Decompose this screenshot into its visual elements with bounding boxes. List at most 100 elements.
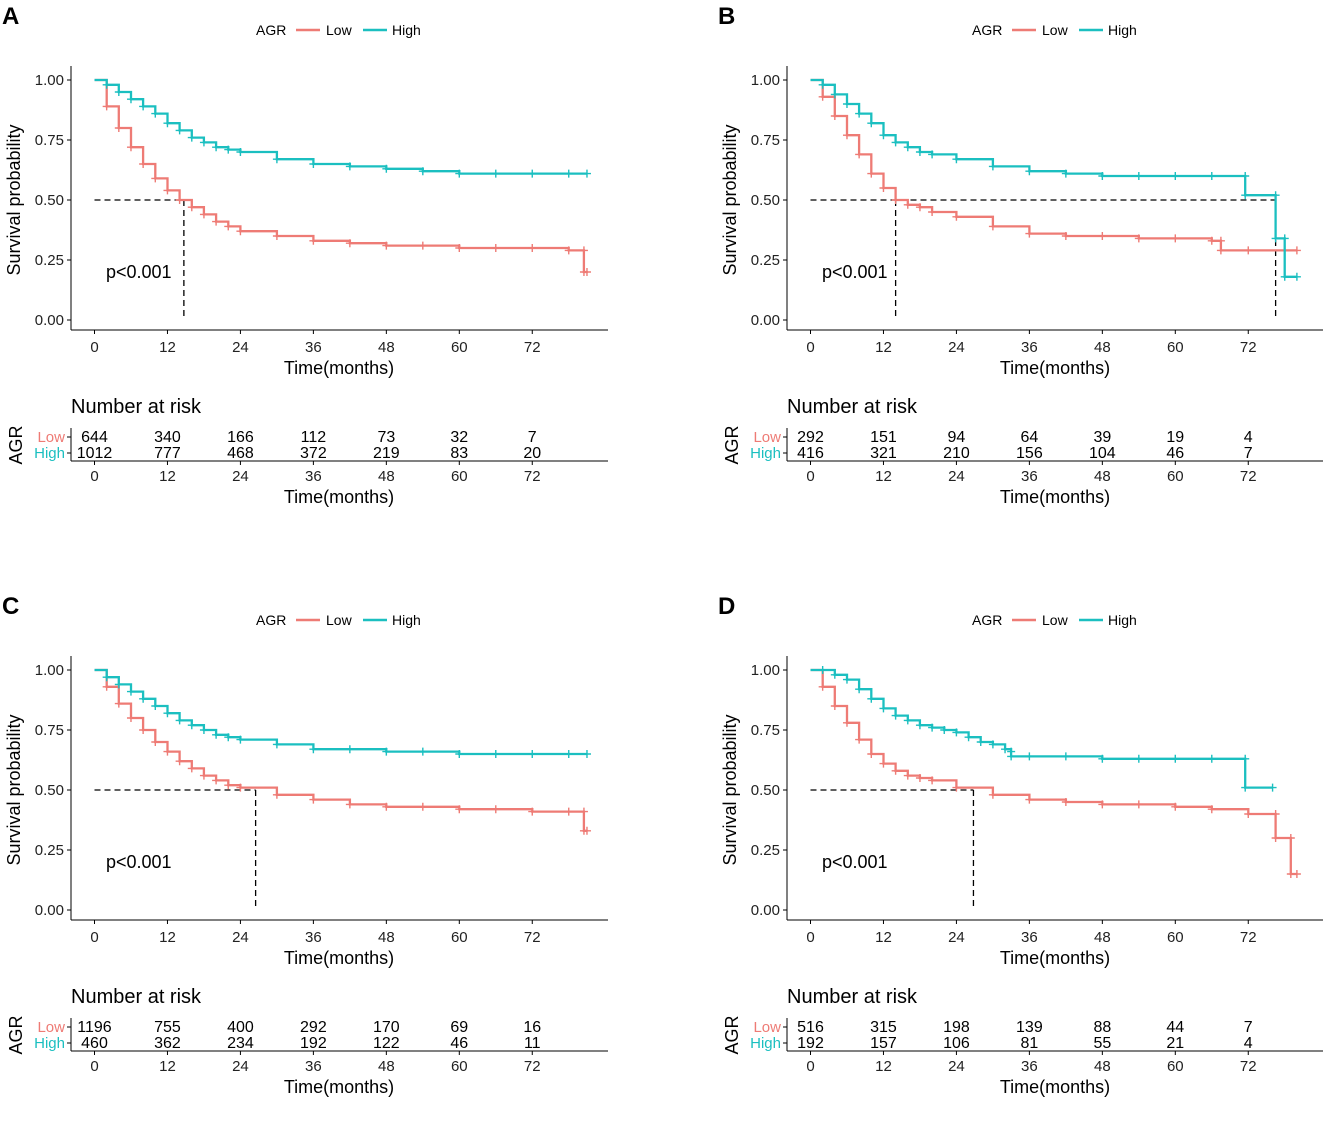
censor-mark — [163, 119, 172, 128]
y-tick-label: 0.50 — [751, 782, 780, 799]
censor-mark — [1098, 800, 1107, 809]
censor-mark — [830, 702, 839, 710]
risk-row-label-high: High — [750, 1035, 781, 1052]
risk-table-row-title: AGR — [6, 1015, 26, 1054]
censor-mark — [855, 109, 864, 118]
censor-mark — [1061, 798, 1070, 806]
censor-mark — [928, 723, 937, 732]
censor-mark — [455, 169, 464, 178]
risk-x-tick-label: 72 — [524, 1058, 541, 1075]
x-tick-label: 24 — [948, 339, 965, 356]
censor-mark — [345, 239, 354, 248]
risk-x-tick-label: 48 — [1094, 468, 1111, 485]
risk-count: 166 — [227, 429, 254, 446]
x-axis-title: Time(months) — [284, 358, 394, 378]
risk-x-tick-label: 0 — [90, 468, 98, 485]
risk-count: 192 — [797, 1035, 824, 1052]
censor-mark — [236, 227, 245, 236]
risk-x-tick-label: 0 — [90, 1058, 98, 1075]
risk-count: 46 — [450, 1035, 468, 1052]
censor-mark — [818, 666, 827, 674]
y-tick-label: 1.00 — [751, 72, 780, 89]
x-tick-label: 48 — [378, 929, 395, 946]
risk-count: 64 — [1020, 429, 1038, 446]
censor-mark — [151, 702, 160, 710]
censor-mark — [491, 805, 500, 814]
series-high — [94, 78, 591, 178]
risk-x-tick-label: 24 — [948, 1058, 965, 1075]
censor-mark — [1280, 234, 1289, 243]
risk-x-tick-label: 12 — [159, 1058, 176, 1075]
risk-count: 198 — [943, 1019, 970, 1036]
censor-mark — [528, 169, 537, 178]
censor-mark — [212, 217, 221, 226]
censor-mark — [418, 802, 427, 811]
risk-count: 157 — [870, 1035, 897, 1052]
series-low — [810, 668, 1301, 878]
risk-count: 83 — [450, 445, 468, 462]
legend: AGR Low High — [256, 612, 421, 628]
risk-count: 1012 — [77, 445, 113, 462]
censor-mark — [345, 745, 354, 754]
median-lines — [810, 199, 1277, 320]
censor-mark — [1207, 754, 1216, 763]
risk-table-title: Number at risk — [787, 986, 918, 1008]
y-tick-label: 0.25 — [751, 252, 780, 269]
censor-mark — [151, 109, 160, 118]
risk-count: 7 — [528, 429, 537, 446]
censor-mark — [842, 131, 851, 140]
censor-mark — [842, 718, 851, 727]
risk-table-title: Number at risk — [71, 396, 202, 418]
risk-count: 7 — [1244, 445, 1253, 462]
censor-mark — [1098, 754, 1107, 763]
risk-count: 16 — [523, 1019, 541, 1036]
censor-mark — [382, 802, 391, 811]
censor-mark — [579, 807, 588, 816]
censor-mark — [988, 790, 997, 799]
risk-count: 39 — [1093, 429, 1111, 446]
risk-row-label-low: Low — [753, 1019, 781, 1036]
censor-mark — [1134, 800, 1143, 809]
censor-mark — [1292, 246, 1301, 255]
censor-mark — [1171, 802, 1180, 811]
censor-mark — [382, 164, 391, 173]
censor-mark — [891, 711, 900, 720]
censor-mark — [1244, 810, 1253, 818]
risk-x-tick-label: 72 — [524, 468, 541, 485]
censor-mark — [1134, 172, 1143, 180]
risk-count: 400 — [227, 1019, 254, 1036]
risk-count: 340 — [154, 429, 181, 446]
risk-table-title: Number at risk — [71, 986, 202, 1008]
censor-mark — [928, 776, 937, 785]
risk-count: 755 — [154, 1019, 181, 1036]
censor-mark — [915, 721, 924, 730]
median-lines — [94, 199, 185, 320]
censor-mark — [915, 148, 924, 156]
p-value: p<0.001 — [106, 262, 172, 282]
censor-mark — [126, 95, 135, 104]
risk-count: 73 — [377, 429, 395, 446]
x-tick-label: 12 — [159, 929, 176, 946]
censor-mark — [236, 783, 245, 792]
legend: AGR Low High — [972, 612, 1137, 628]
risk-row-label-low: Low — [37, 1019, 65, 1036]
risk-x-tick-label: 48 — [1094, 1058, 1111, 1075]
x-tick-label: 24 — [232, 339, 249, 356]
censor-mark — [272, 740, 281, 749]
risk-count: 139 — [1016, 1019, 1043, 1036]
censor-mark — [1268, 783, 1277, 792]
censor-mark — [309, 236, 318, 245]
censor-mark — [903, 200, 912, 209]
censor-mark — [528, 807, 537, 816]
km-panel-d: D AGR Low High 0.00 0.25 0.50 0.75 1.00 0 12 24 36 48… — [716, 590, 1323, 1138]
risk-x-tick-label: 60 — [451, 1058, 468, 1075]
x-tick-label: 72 — [1240, 339, 1257, 356]
x-tick-label: 48 — [1094, 339, 1111, 356]
legend-label-low: Low — [1042, 22, 1069, 38]
risk-x-tick-label: 36 — [1021, 1058, 1038, 1075]
censor-mark — [879, 759, 888, 768]
risk-count: 20 — [523, 445, 541, 462]
censor-mark — [582, 169, 591, 178]
